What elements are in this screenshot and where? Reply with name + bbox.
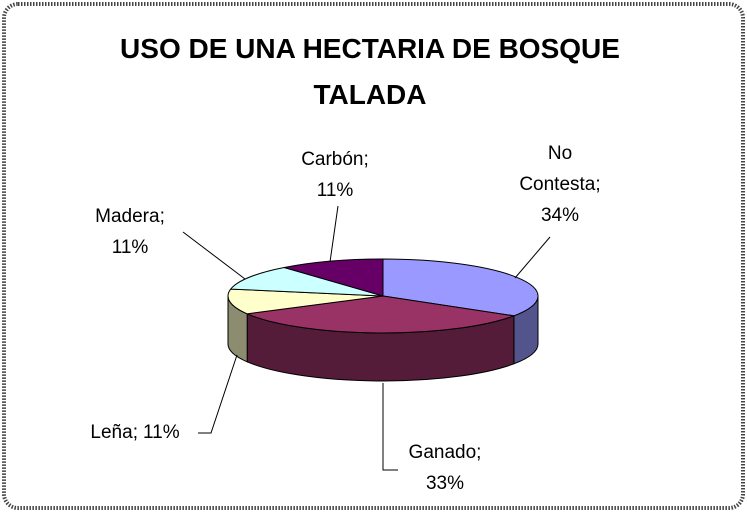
data-label: Carbón; 11% bbox=[280, 144, 390, 206]
slice bbox=[229, 266, 384, 297]
leader-line bbox=[329, 205, 339, 263]
slice bbox=[227, 288, 384, 315]
data-label: No Contesta; 34% bbox=[505, 138, 615, 231]
label-value: 11% bbox=[316, 180, 354, 201]
leader-line bbox=[514, 236, 551, 279]
label-separator: ; bbox=[476, 442, 482, 463]
data-label: Madera; 11% bbox=[75, 201, 185, 263]
leader-line bbox=[182, 231, 246, 280]
label-value: 11% bbox=[111, 237, 149, 258]
label-category: Carbón bbox=[301, 149, 364, 170]
label-category: Leña bbox=[90, 422, 133, 443]
label-separator: ; bbox=[132, 422, 138, 443]
label-value: 11% bbox=[142, 422, 180, 443]
leader-line bbox=[382, 383, 398, 471]
label-category: Ganado bbox=[408, 442, 477, 463]
label-separator: ; bbox=[159, 206, 165, 227]
label-value: 33% bbox=[425, 473, 465, 494]
data-label: Leña; 11% bbox=[60, 417, 210, 448]
label-value: 34% bbox=[540, 205, 580, 226]
label-separator: ; bbox=[595, 174, 601, 195]
label-separator: ; bbox=[363, 149, 369, 170]
data-label: Ganado; 33% bbox=[390, 437, 500, 499]
label-category: Madera bbox=[95, 206, 160, 227]
label-category: No Contesta bbox=[519, 143, 596, 195]
leader-line bbox=[198, 354, 238, 434]
chart-title: USO DE UNA HECTARIA DE BOSQUE TALADA bbox=[120, 33, 620, 110]
